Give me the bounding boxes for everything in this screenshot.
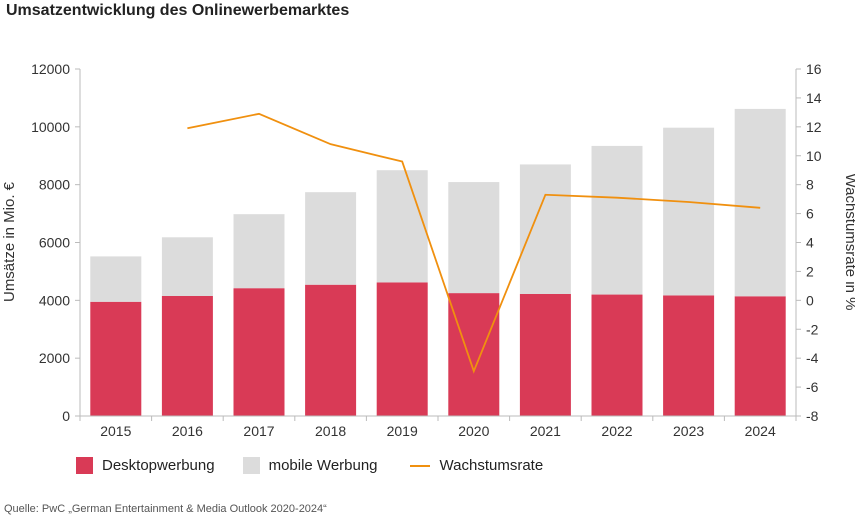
bar-desktop-2023 — [663, 295, 715, 416]
y2-tick-label: 6 — [806, 206, 814, 222]
x-tick-label: 2022 — [601, 423, 632, 439]
legend: Desktopwerbung mobile Werbung Wachstumsr… — [76, 457, 571, 474]
y2-axis-title: Wachstumsrate in % — [842, 174, 855, 311]
y-tick-label: 0 — [62, 408, 70, 424]
y2-tick-label: 0 — [806, 292, 814, 308]
bar-desktop-2018 — [305, 284, 357, 416]
bar-mobile-2020 — [448, 182, 500, 294]
x-tick-label: 2015 — [100, 423, 131, 439]
bar-mobile-2022 — [591, 145, 643, 295]
bar-mobile-2018 — [305, 192, 357, 285]
bar-desktop-2022 — [591, 294, 643, 416]
source-note: Quelle: PwC „German Entertainment & Medi… — [4, 503, 327, 515]
bar-mobile-2017 — [233, 214, 285, 289]
bar-mobile-2024 — [734, 108, 786, 297]
bar-mobile-2019 — [376, 170, 428, 283]
x-tick-label: 2023 — [673, 423, 704, 439]
y2-tick-label: 10 — [806, 148, 822, 164]
growth-rate-line — [187, 112, 761, 374]
bar-mobile-2021 — [519, 164, 571, 294]
legend-item-growth: Wachstumsrate — [406, 457, 544, 474]
bar-desktop-2015 — [90, 301, 142, 416]
bar-mobile-2023 — [663, 127, 715, 296]
y-tick-label: 10000 — [31, 119, 70, 135]
legend-swatch-desktop — [76, 457, 93, 474]
bar-desktop-2017 — [233, 288, 285, 416]
y-axis-title: Umsätze in Mio. € — [1, 181, 18, 302]
legend-item-desktop: Desktopwerbung — [76, 457, 215, 474]
x-tick-label: 2020 — [458, 423, 489, 439]
y-tick-label: 8000 — [39, 177, 70, 193]
legend-label-mobile: mobile Werbung — [268, 457, 378, 474]
y2-tick-label: 4 — [806, 235, 814, 251]
y2-tick-label: 2 — [806, 263, 814, 279]
y2-tick-label: 16 — [806, 61, 822, 77]
y2-tick-label: -2 — [806, 321, 819, 337]
x-tick-label: 2017 — [243, 423, 274, 439]
bar-desktop-2024 — [734, 296, 786, 416]
chart-title: Umsatzentwicklung des Onlinewerbemarktes — [6, 2, 350, 19]
x-tick-label: 2016 — [172, 423, 203, 439]
y2-tick-label: 8 — [806, 177, 814, 193]
bar-desktop-2021 — [519, 293, 571, 416]
growth-line-group — [187, 112, 761, 374]
bar-mobile-2015 — [90, 256, 142, 302]
x-tick-label: 2018 — [315, 423, 346, 439]
legend-label-desktop: Desktopwerbung — [102, 457, 215, 474]
legend-swatch-mobile — [242, 457, 260, 474]
y-tick-label: 6000 — [39, 235, 70, 251]
x-tick-label: 2019 — [387, 423, 418, 439]
x-tick-label: 2024 — [745, 423, 776, 439]
y2-tick-label: 14 — [806, 90, 822, 106]
y2-tick-label: -6 — [806, 379, 819, 395]
bars-group — [90, 108, 786, 416]
y2-tick-label: -8 — [806, 408, 819, 424]
x-tick-label: 2021 — [530, 423, 561, 439]
bar-desktop-2019 — [376, 282, 428, 416]
bar-desktop-2020 — [448, 293, 500, 416]
y-tick-label: 2000 — [39, 350, 70, 366]
y2-tick-label: 12 — [806, 119, 822, 135]
bar-desktop-2016 — [161, 295, 213, 416]
axes-group: 0 2000 4000 6000 8000 10000 12000 -8 -6 -4 -2 0 2 4 6 8… — [31, 61, 822, 439]
legend-label-growth: Wachstumsrate — [439, 457, 544, 474]
legend-item-mobile: mobile Werbung — [242, 457, 378, 474]
bar-mobile-2016 — [161, 237, 213, 296]
y-tick-label: 12000 — [31, 61, 70, 77]
y-tick-label: 4000 — [39, 292, 70, 308]
legend-swatch-growth — [409, 464, 430, 467]
y2-tick-label: -4 — [806, 350, 819, 366]
